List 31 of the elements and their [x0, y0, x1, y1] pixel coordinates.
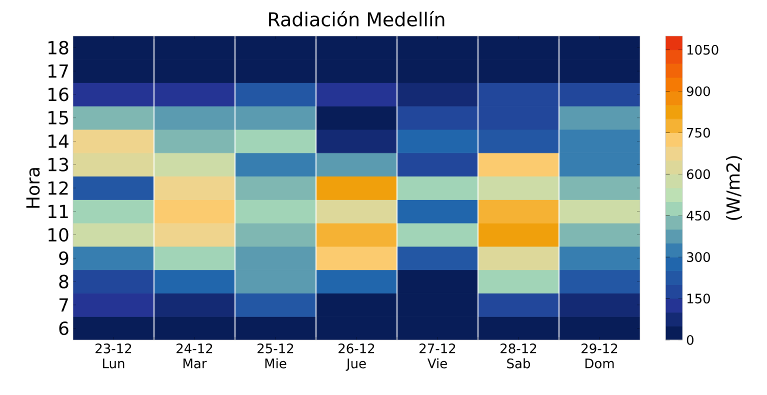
color-bar-label: 900: [686, 86, 710, 96]
y-tick-label: 17: [48, 64, 68, 78]
x-tick-label: 23-12 Lun: [96, 344, 132, 368]
y-tick-label: 15: [48, 111, 68, 125]
y-tick-label: 10: [48, 228, 68, 242]
color-bar-label: 600: [686, 169, 710, 180]
color-bar-label: 450: [686, 210, 710, 221]
x-tick-label: 27-12 Vie: [420, 344, 456, 368]
x-tick-label: 25-12 Mie: [258, 344, 294, 368]
color-bar-title: (W/m2): [726, 156, 742, 220]
y-tick-label: 11: [48, 204, 68, 218]
y-tick-label: 7: [60, 298, 68, 312]
y-tick-label: 14: [48, 134, 68, 148]
color-bar-label: 0: [686, 335, 694, 345]
chart-title: Radiación Medellín: [269, 11, 444, 26]
y-tick-label: 12: [48, 181, 68, 195]
y-tick-label: 16: [48, 88, 68, 102]
y-tick-label: 6: [59, 322, 68, 336]
color-bar-label: 300: [687, 252, 710, 262]
y-axis-title: Hora: [26, 168, 40, 208]
y-tick-label: 13: [48, 158, 68, 172]
color-bar-label: 750: [687, 128, 710, 138]
y-tick-label: 18: [48, 40, 68, 54]
x-tick-label: 26-12 Jue: [338, 344, 374, 371]
color-bar-label: 1050: [687, 44, 718, 55]
x-tick-label: 29-12 Dom: [582, 344, 618, 368]
y-tick-label: 8: [59, 274, 68, 288]
x-tick-label: 28-12 Sab: [500, 344, 536, 368]
color-bar-label: 150: [687, 294, 710, 304]
x-tick-label: 24-12 Mar: [176, 344, 212, 368]
y-tick-label: 9: [59, 251, 68, 265]
